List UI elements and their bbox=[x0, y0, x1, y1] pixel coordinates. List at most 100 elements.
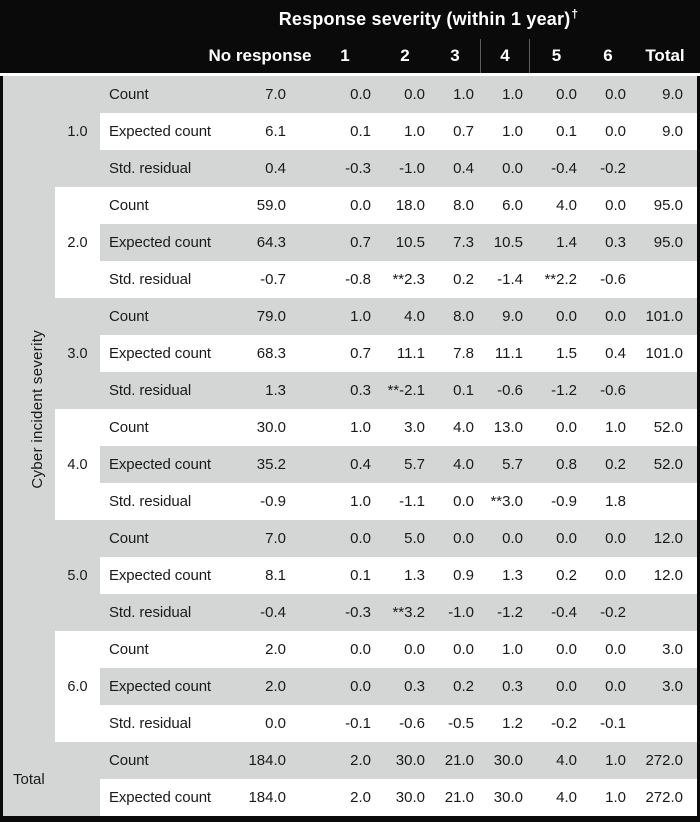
cell-value: 0.3 bbox=[383, 668, 433, 705]
cell-value: 7.0 bbox=[213, 76, 313, 113]
column-header: No response bbox=[208, 46, 312, 65]
cell-value: 8.0 bbox=[433, 298, 483, 335]
cell-value: 1.0 bbox=[483, 631, 533, 668]
cell-value: -0.2 bbox=[586, 150, 636, 187]
group-label: 4.0 bbox=[55, 409, 100, 520]
row-type-label: Expected count bbox=[100, 335, 213, 372]
cell-value: 3.0 bbox=[636, 631, 697, 668]
cell-value: -0.5 bbox=[433, 705, 483, 742]
cell-value: 6.0 bbox=[483, 187, 533, 224]
cell-value: 0.0 bbox=[586, 76, 636, 113]
cell-value: 0.0 bbox=[586, 187, 636, 224]
cell-value: 0.0 bbox=[313, 187, 383, 224]
cell-value: 0.2 bbox=[533, 557, 586, 594]
cell-value: 0.0 bbox=[586, 557, 636, 594]
cell-value: 35.2 bbox=[213, 446, 313, 483]
table-body: Cyber incident severity 1.0 Count 7.0 0.0 0.0… bbox=[0, 76, 700, 822]
cell-value: 1.5 bbox=[533, 335, 586, 372]
cell-value: 11.1 bbox=[383, 335, 433, 372]
cell-value: 0.0 bbox=[586, 668, 636, 705]
row-type-label: Count bbox=[100, 409, 213, 446]
cell-value: 0.0 bbox=[533, 298, 586, 335]
cell-value: 79.0 bbox=[213, 298, 313, 335]
column-header: Total bbox=[645, 46, 685, 65]
cell-value: 0.4 bbox=[213, 150, 313, 187]
row-type-label: Std. residual bbox=[100, 150, 213, 187]
cell-value bbox=[636, 261, 697, 298]
cell-value: 1.0 bbox=[483, 113, 533, 150]
cell-value bbox=[636, 705, 697, 742]
cell-value: -1.0 bbox=[383, 150, 433, 187]
cell-value: 0.1 bbox=[313, 113, 383, 150]
cell-value: 0.0 bbox=[586, 520, 636, 557]
column-header: 6 bbox=[603, 46, 613, 65]
cell-value: 3.0 bbox=[636, 668, 697, 705]
cell-value: 2.0 bbox=[213, 631, 313, 668]
cell-value: -0.8 bbox=[313, 261, 383, 298]
group-label: 6.0 bbox=[55, 631, 100, 742]
group-label: 1.0 bbox=[55, 76, 100, 187]
cell-value: -0.6 bbox=[483, 372, 533, 409]
cell-value bbox=[636, 150, 697, 187]
cell-value: 1.0 bbox=[313, 409, 383, 446]
row-type-label: Expected count bbox=[100, 557, 213, 594]
group-label: 3.0 bbox=[55, 298, 100, 409]
cell-value: -0.9 bbox=[213, 483, 313, 520]
cell-value: 1.0 bbox=[433, 76, 483, 113]
cell-value: 5.7 bbox=[483, 446, 533, 483]
cell-value: 0.0 bbox=[533, 668, 586, 705]
cell-value: -0.4 bbox=[213, 594, 313, 631]
row-type-label: Expected count bbox=[100, 668, 213, 705]
column-header: 3 bbox=[450, 46, 460, 65]
cell-value: 12.0 bbox=[636, 520, 697, 557]
cell-value: 0.0 bbox=[533, 76, 586, 113]
cell-value: 30.0 bbox=[383, 779, 433, 816]
column-header-spacer bbox=[0, 39, 210, 73]
row-type-label: Count bbox=[100, 520, 213, 557]
cell-value: 9.0 bbox=[636, 113, 697, 150]
cell-value: 95.0 bbox=[636, 187, 697, 224]
cell-value: 8.1 bbox=[213, 557, 313, 594]
group-label: 2.0 bbox=[55, 187, 100, 298]
table-title-text: Response severity (within 1 year) bbox=[278, 9, 571, 29]
table-title: Response severity (within 1 year) † bbox=[160, 0, 697, 39]
cell-value: 0.3 bbox=[586, 224, 636, 261]
cell-value: -0.6 bbox=[383, 705, 433, 742]
cell-value: 9.0 bbox=[483, 298, 533, 335]
row-type-label: Count bbox=[100, 631, 213, 668]
cell-value: 1.0 bbox=[586, 742, 636, 779]
cell-value: 184.0 bbox=[213, 742, 313, 779]
cell-value: **3.2 bbox=[383, 594, 433, 631]
cell-value: -0.3 bbox=[313, 594, 383, 631]
cell-value: 7.8 bbox=[433, 335, 483, 372]
cell-value: 101.0 bbox=[636, 335, 697, 372]
cell-value: **3.0 bbox=[483, 483, 533, 520]
cell-value: 0.0 bbox=[313, 631, 383, 668]
cell-value: 21.0 bbox=[433, 779, 483, 816]
cell-value: 4.0 bbox=[533, 742, 586, 779]
cell-value: 0.0 bbox=[483, 520, 533, 557]
cell-value: 0.4 bbox=[313, 446, 383, 483]
cell-value bbox=[636, 372, 697, 409]
cell-value: 3.0 bbox=[383, 409, 433, 446]
cell-value: 64.3 bbox=[213, 224, 313, 261]
cell-value: -0.3 bbox=[313, 150, 383, 187]
row-type-label: Std. residual bbox=[100, 594, 213, 631]
cell-value: -1.1 bbox=[383, 483, 433, 520]
cell-value: 0.0 bbox=[586, 298, 636, 335]
cell-value: 8.0 bbox=[433, 187, 483, 224]
cell-value: -0.6 bbox=[586, 372, 636, 409]
cell-value: 0.0 bbox=[383, 76, 433, 113]
row-type-label: Std. residual bbox=[100, 372, 213, 409]
cell-value: 1.3 bbox=[483, 557, 533, 594]
cell-value: -1.4 bbox=[483, 261, 533, 298]
cell-value: 0.7 bbox=[433, 113, 483, 150]
row-type-label: Count bbox=[100, 187, 213, 224]
cell-value: 30.0 bbox=[213, 409, 313, 446]
cell-value: 21.0 bbox=[433, 742, 483, 779]
cell-value: -1.2 bbox=[533, 372, 586, 409]
cell-value: 59.0 bbox=[213, 187, 313, 224]
cell-value: 5.0 bbox=[383, 520, 433, 557]
cell-value: 7.0 bbox=[213, 520, 313, 557]
